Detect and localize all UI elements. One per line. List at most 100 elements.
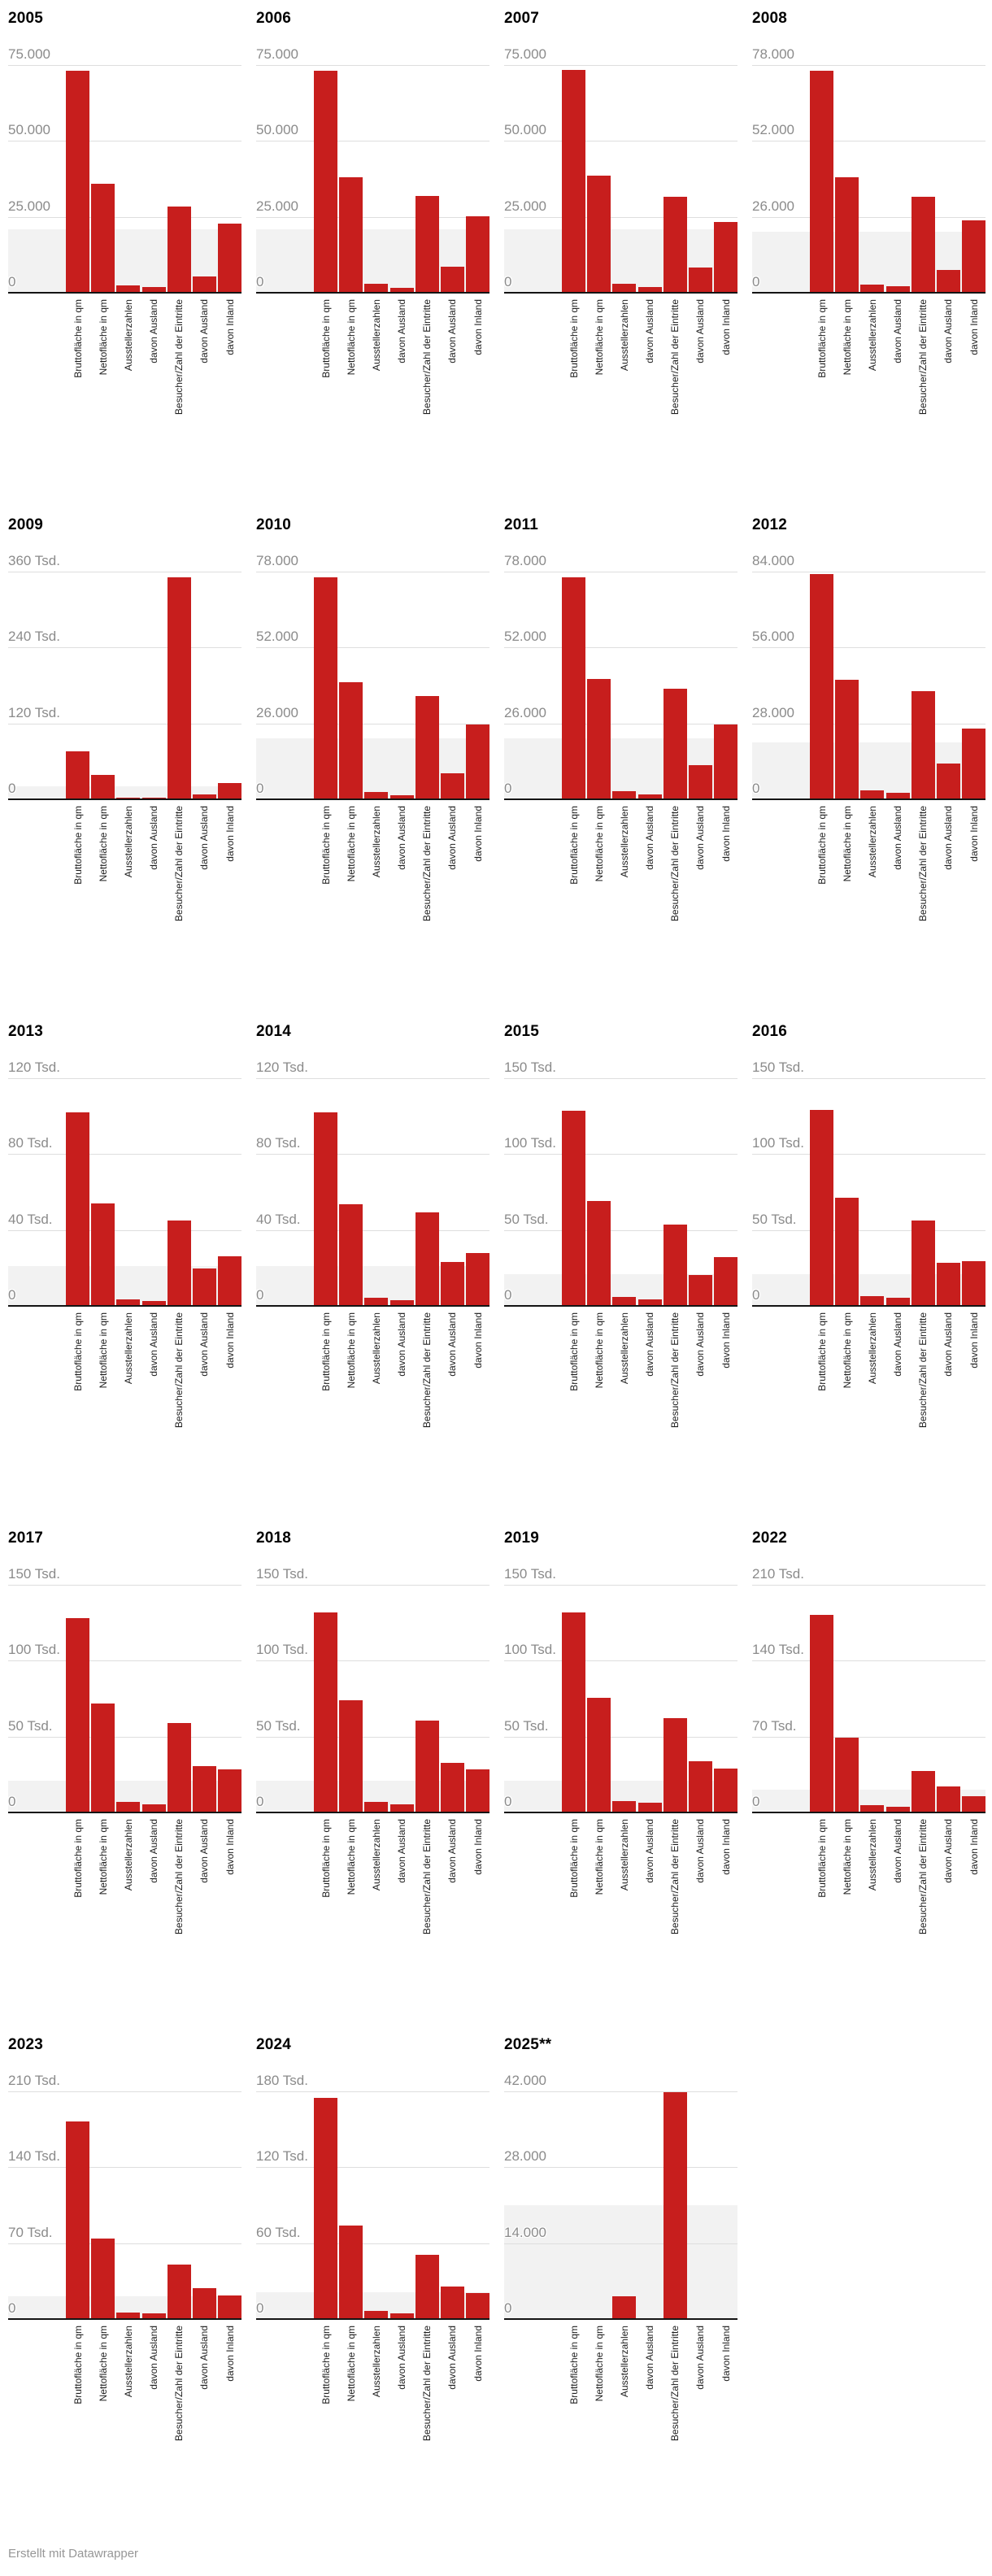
bar-besucher-zahl-der-eintritte xyxy=(168,2265,191,2319)
gridline xyxy=(752,1078,985,1079)
gridline xyxy=(256,1229,489,1231)
bar-nettofläche-in-qm xyxy=(339,682,363,799)
chart-plot-area: 78.000 52.000 26.000 0 xyxy=(504,553,737,800)
panel-title: 2023 xyxy=(8,2036,44,2053)
x-axis-baseline xyxy=(504,292,737,294)
x-axis-labels: Bruttofläche in qm Nettofläche in qm Ausst… xyxy=(562,1819,737,1961)
gridline xyxy=(8,1736,241,1738)
y-axis-tick-label: 84.000 xyxy=(752,553,794,568)
y-axis-tick-label: 0 xyxy=(504,1287,512,1303)
bar-davon-inland xyxy=(466,724,489,799)
chart-plot-area: 78.000 52.000 26.000 0 xyxy=(752,46,985,294)
y-axis-tick-label: 80 Tsd. xyxy=(8,1135,53,1151)
x-axis-category-label: davon Ausland xyxy=(148,299,159,363)
gridline xyxy=(8,1585,241,1586)
bar-davon-ausland xyxy=(689,765,712,799)
x-axis-labels: Bruttofläche in qm Nettofläche in qm Ausst… xyxy=(810,299,985,442)
datawrapper-credit-link[interactable]: Erstellt mit Datawrapper xyxy=(8,2547,139,2561)
x-axis-category-label: Bruttofläche in qm xyxy=(568,1312,580,1391)
x-axis-category-label: Nettofläche in qm xyxy=(98,1312,109,1389)
y-axis-tick-label: 56.000 xyxy=(752,629,794,645)
x-axis-category-label: davon Ausland xyxy=(446,1819,458,1883)
x-axis-category-label: davon Ausland xyxy=(396,1312,407,1377)
y-axis-tick-label: 0 xyxy=(256,274,264,289)
x-axis-category-label: davon Inland xyxy=(224,1819,236,1875)
y-axis-tick-label: 52.000 xyxy=(504,629,546,645)
gridline xyxy=(8,2243,241,2244)
bar-besucher-zahl-der-eintritte xyxy=(912,196,935,293)
y-axis-tick-label: 150 Tsd. xyxy=(504,1060,556,1075)
x-axis-category-label: Nettofläche in qm xyxy=(98,2326,109,2402)
x-axis-category-label: davon Ausland xyxy=(396,1819,407,1883)
bar-davon-inland xyxy=(962,220,985,293)
bars-group xyxy=(562,572,737,799)
y-axis-tick-label: 42.000 xyxy=(504,2073,546,2088)
bar-davon-inland xyxy=(714,724,737,799)
y-axis-tick-label: 52.000 xyxy=(256,629,298,645)
bar-bruttofläche-in-qm xyxy=(314,71,337,293)
bar-davon-ausland xyxy=(441,2287,464,2319)
y-axis-tick-label: 50 Tsd. xyxy=(8,1717,53,1734)
y-axis-tick-label: 0 xyxy=(752,1794,760,1809)
bar-nettofläche-in-qm xyxy=(91,775,115,799)
bar-bruttofläche-in-qm xyxy=(66,1618,89,1812)
chart-panel-2013: 2013 120 Tsd. 80 Tsd. 40 Tsd. 0 Bruttofläche … xyxy=(8,1020,256,1526)
x-axis-labels: Bruttofläche in qm Nettofläche in qm Ausst… xyxy=(314,1819,489,1961)
gridline xyxy=(504,1078,737,1079)
x-axis-category-label: davon Inland xyxy=(224,806,236,862)
gridline xyxy=(752,1229,985,1231)
y-axis-tick-label: 0 xyxy=(752,1287,760,1303)
x-axis-category-label: davon Ausland xyxy=(644,806,655,870)
bar-besucher-zahl-der-eintritte xyxy=(416,1212,439,1306)
x-axis-category-label: davon Ausland xyxy=(198,1819,210,1883)
gridline xyxy=(256,1154,489,1155)
x-axis-category-label: davon Ausland xyxy=(942,1819,954,1883)
chart-plot-area: 75.000 50.000 25.000 0 xyxy=(256,46,489,294)
y-axis-tick-label: 120 Tsd. xyxy=(256,1060,308,1075)
chart-panel-2011: 2011 78.000 52.000 26.000 0 Bruttofläche in q… xyxy=(504,513,752,1020)
y-axis-tick-label: 25.000 xyxy=(504,198,546,214)
x-axis-category-label: Nettofläche in qm xyxy=(594,806,605,882)
bar-besucher-zahl-der-eintritte xyxy=(664,1225,687,1306)
bar-davon-inland xyxy=(962,1260,985,1306)
bar-ausstellerzahlen xyxy=(116,2313,140,2319)
bar-davon-ausland xyxy=(193,1766,216,1812)
bars-group xyxy=(314,572,489,799)
bar-davon-inland xyxy=(962,729,985,799)
gridline xyxy=(256,216,489,218)
gridline xyxy=(752,1154,985,1155)
y-axis-tick-label: 28.000 xyxy=(504,2148,546,2165)
chart-panel-2015: 2015 150 Tsd. 100 Tsd. 50 Tsd. 0 Bruttofläche… xyxy=(504,1020,752,1526)
chart-panel-2008: 2008 78.000 52.000 26.000 0 Bruttofläche in q… xyxy=(752,7,992,513)
bar-bruttofläche-in-qm xyxy=(562,69,585,293)
bar-besucher-zahl-der-eintritte xyxy=(416,195,439,293)
x-axis-baseline xyxy=(256,1305,489,1307)
x-axis-category-label: Besucher/Zahl der Eintritte xyxy=(421,299,433,416)
chart-panel-2016: 2016 150 Tsd. 100 Tsd. 50 Tsd. 0 Bruttofläche… xyxy=(752,1020,992,1526)
bar-davon-ausland xyxy=(886,286,910,293)
x-axis-category-label: davon Inland xyxy=(224,1312,236,1368)
panel-title: 2010 xyxy=(256,516,292,533)
gridline xyxy=(256,65,489,66)
y-axis-tick-label: 150 Tsd. xyxy=(256,1566,308,1582)
gridline xyxy=(256,647,489,649)
x-axis-category-label: Besucher/Zahl der Eintritte xyxy=(421,2326,433,2442)
bar-davon-inland xyxy=(218,1769,241,1812)
y-axis-tick-label: 0 xyxy=(8,2300,16,2316)
x-axis-labels: Bruttofläche in qm Nettofläche in qm Ausst… xyxy=(562,2326,737,2468)
y-axis-tick-label: 120 Tsd. xyxy=(8,704,60,720)
bar-davon-ausland xyxy=(886,1297,910,1306)
bar-ausstellerzahlen xyxy=(116,1802,140,1812)
bar-nettofläche-in-qm xyxy=(339,2225,363,2319)
chart-plot-area: 75.000 50.000 25.000 0 xyxy=(8,46,241,294)
bars-group xyxy=(562,2091,737,2319)
x-axis-labels: Bruttofläche in qm Nettofläche in qm Ausst… xyxy=(562,1312,737,1455)
panel-title: 2007 xyxy=(504,10,540,27)
x-axis-category-label: Bruttofläche in qm xyxy=(320,806,332,885)
x-axis-category-label: Besucher/Zahl der Eintritte xyxy=(421,1312,433,1429)
bar-nettofläche-in-qm xyxy=(91,183,115,293)
y-axis-tick-label: 60 Tsd. xyxy=(256,2224,301,2240)
x-axis-category-label: Besucher/Zahl der Eintritte xyxy=(173,2326,185,2442)
x-axis-category-label: Ausstellerzahlen xyxy=(619,1312,630,1385)
x-axis-category-label: davon Ausland xyxy=(396,299,407,363)
